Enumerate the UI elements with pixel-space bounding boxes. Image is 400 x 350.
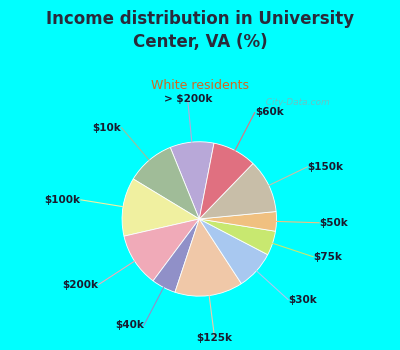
Text: $10k: $10k <box>93 122 121 133</box>
Text: $100k: $100k <box>45 195 81 205</box>
Wedge shape <box>133 147 199 219</box>
Text: > $200k: > $200k <box>164 94 212 104</box>
Text: Income distribution in University
Center, VA (%): Income distribution in University Center… <box>46 10 354 51</box>
Text: $200k: $200k <box>63 280 99 289</box>
Text: $150k: $150k <box>308 162 344 172</box>
Text: $60k: $60k <box>255 107 284 118</box>
Text: $30k: $30k <box>288 295 317 304</box>
Text: $50k: $50k <box>319 218 348 228</box>
Wedge shape <box>199 211 276 231</box>
Wedge shape <box>199 219 276 255</box>
Text: $75k: $75k <box>313 252 342 262</box>
Wedge shape <box>199 143 253 219</box>
Wedge shape <box>199 163 276 219</box>
Wedge shape <box>175 219 242 296</box>
Wedge shape <box>122 179 199 236</box>
Text: $125k: $125k <box>197 333 233 343</box>
Wedge shape <box>199 219 268 284</box>
Text: City-Data.com: City-Data.com <box>260 98 330 107</box>
Text: $40k: $40k <box>115 321 144 330</box>
Wedge shape <box>153 219 199 292</box>
Wedge shape <box>124 219 199 281</box>
Wedge shape <box>170 142 214 219</box>
Text: White residents: White residents <box>151 79 249 92</box>
